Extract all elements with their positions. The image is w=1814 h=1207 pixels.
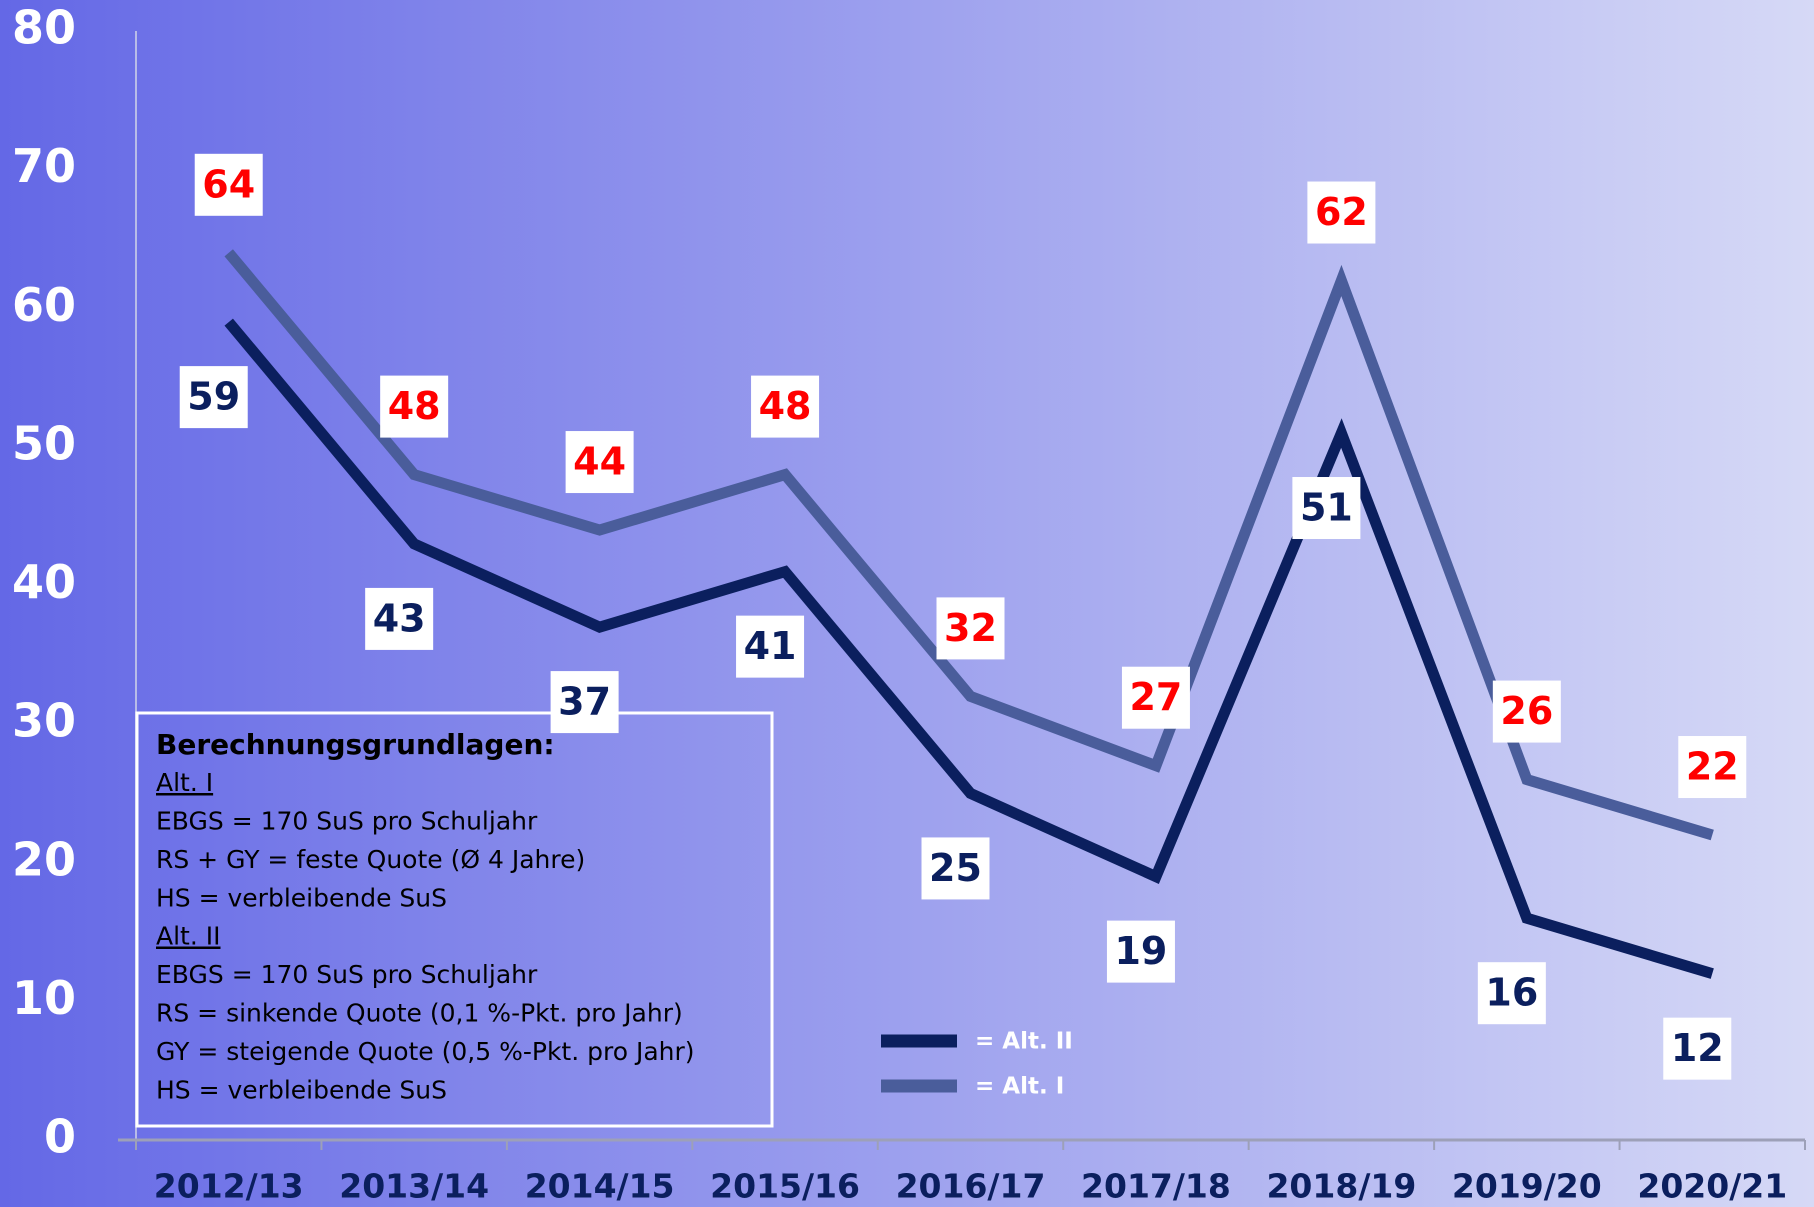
x-tick-label: 2020/21 bbox=[1637, 1167, 1787, 1206]
data-label: 19 bbox=[1114, 929, 1167, 973]
y-tick-label: 80 bbox=[12, 1, 76, 55]
y-tick-label: 10 bbox=[12, 971, 76, 1025]
data-label-box bbox=[1492, 680, 1561, 743]
data-label: 43 bbox=[373, 596, 426, 640]
data-label: 12 bbox=[1671, 1026, 1724, 1070]
annotation-line: RS = sinkende Quote (0,1 %-Pkt. pro Jahr… bbox=[156, 999, 683, 1028]
y-tick-label: 70 bbox=[12, 139, 76, 193]
y-tick-label: 50 bbox=[12, 416, 76, 470]
data-label: 41 bbox=[744, 624, 797, 668]
y-tick-label: 60 bbox=[12, 278, 76, 332]
x-tick-label: 2015/16 bbox=[710, 1167, 860, 1206]
data-label-box bbox=[1663, 1017, 1732, 1080]
x-tick-label: 2019/20 bbox=[1452, 1167, 1602, 1206]
data-label-box bbox=[565, 431, 634, 494]
y-tick-label: 0 bbox=[44, 1110, 76, 1164]
annotation-line: HS = verbleibende SuS bbox=[156, 1076, 447, 1105]
data-label: 48 bbox=[759, 384, 812, 428]
data-label-box bbox=[194, 153, 263, 216]
data-label: 48 bbox=[388, 384, 441, 428]
data-label-box bbox=[1477, 962, 1546, 1025]
data-label-box bbox=[1307, 181, 1376, 244]
data-label-box bbox=[179, 366, 248, 429]
x-tick-label: 2017/18 bbox=[1081, 1167, 1231, 1206]
data-label: 44 bbox=[573, 440, 626, 484]
legend-label: = Alt. II bbox=[975, 1029, 1073, 1055]
annotation-title: Berechnungsgrundlagen: bbox=[156, 728, 555, 761]
data-label: 59 bbox=[187, 375, 240, 419]
series-line bbox=[224, 249, 1714, 841]
annotation-heading: Alt. II bbox=[156, 922, 221, 951]
data-label: 32 bbox=[944, 606, 997, 650]
legend-label: = Alt. I bbox=[975, 1074, 1064, 1100]
x-tick-label: 2012/13 bbox=[154, 1167, 304, 1206]
annotation-heading: Alt. I bbox=[156, 768, 213, 797]
data-label: 26 bbox=[1500, 689, 1553, 733]
y-tick-label: 30 bbox=[12, 694, 76, 748]
annotation-line: HS = verbleibende SuS bbox=[156, 884, 447, 913]
data-label: 37 bbox=[558, 680, 611, 724]
data-label: 51 bbox=[1300, 486, 1353, 530]
data-label-box bbox=[1106, 920, 1175, 983]
annotation-box bbox=[135, 711, 774, 1128]
x-tick-label: 2014/15 bbox=[525, 1167, 675, 1206]
data-label-box bbox=[736, 615, 805, 678]
data-label-box bbox=[1292, 477, 1361, 540]
data-label-box bbox=[921, 837, 990, 900]
data-label-box bbox=[1121, 666, 1190, 729]
data-label: 25 bbox=[929, 846, 982, 890]
data-label: 62 bbox=[1315, 190, 1368, 234]
data-label: 27 bbox=[1129, 675, 1182, 719]
data-label-box bbox=[936, 597, 1005, 660]
annotation-line: GY = steigende Quote (0,5 %-Pkt. pro Jah… bbox=[156, 1037, 695, 1066]
x-tick-label: 2018/19 bbox=[1266, 1167, 1416, 1206]
x-tick-label: 2013/14 bbox=[339, 1167, 489, 1206]
data-label-box bbox=[380, 375, 449, 438]
data-label: 22 bbox=[1686, 745, 1739, 789]
annotation-line: EBGS = 170 SuS pro Schuljahr bbox=[156, 960, 538, 989]
series-line bbox=[224, 318, 1714, 979]
data-label: 64 bbox=[202, 162, 255, 206]
data-label-box bbox=[550, 671, 619, 734]
data-label-box bbox=[751, 375, 820, 438]
data-label-box bbox=[1678, 736, 1747, 799]
x-tick-label: 2016/17 bbox=[896, 1167, 1046, 1206]
annotation-line: RS + GY = feste Quote (Ø 4 Jahre) bbox=[156, 845, 585, 874]
y-tick-label: 40 bbox=[12, 555, 76, 609]
annotation-line: EBGS = 170 SuS pro Schuljahr bbox=[156, 807, 538, 836]
data-label: 16 bbox=[1485, 971, 1538, 1015]
y-tick-label: 20 bbox=[12, 832, 76, 886]
data-label-box bbox=[365, 587, 434, 650]
